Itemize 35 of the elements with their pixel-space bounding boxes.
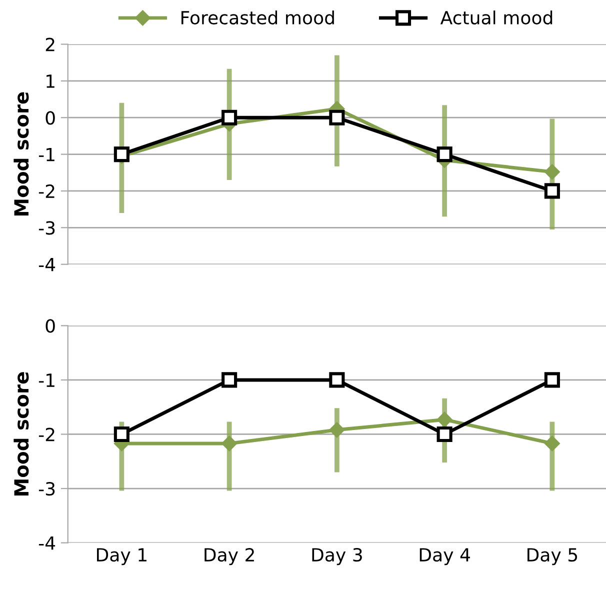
point bbox=[437, 412, 452, 428]
y-axis-title: Mood score bbox=[14, 92, 29, 216]
y-tick-label: -3 bbox=[38, 482, 55, 496]
legend-label: Actual mood bbox=[440, 10, 552, 24]
y-tick-label: 1 bbox=[46, 74, 54, 88]
y-tick-label: 0 bbox=[46, 111, 55, 125]
point bbox=[330, 422, 344, 438]
y-tick-label: -1 bbox=[38, 374, 54, 387]
x-tick-label: Day 5 bbox=[528, 548, 578, 566]
y-axis-title: Mood score bbox=[14, 372, 29, 496]
y-tick-label: -3 bbox=[38, 221, 55, 235]
point bbox=[544, 183, 560, 199]
point bbox=[544, 164, 560, 180]
x-tick-label: Day 1 bbox=[97, 548, 146, 566]
point bbox=[436, 146, 452, 162]
point bbox=[329, 110, 345, 126]
point bbox=[222, 110, 238, 126]
legend-label: Forecasted mood bbox=[181, 10, 334, 24]
y-tick-label: -4 bbox=[38, 536, 56, 550]
point bbox=[544, 436, 560, 451]
point bbox=[329, 372, 345, 388]
y-tick-label: -4 bbox=[38, 258, 56, 272]
x-tick-label: Day 2 bbox=[204, 548, 254, 566]
x-tick-label: Day 4 bbox=[420, 548, 470, 566]
y-tick-label: 2 bbox=[46, 38, 54, 52]
point bbox=[544, 372, 560, 388]
y-tick-label: 0 bbox=[46, 319, 55, 333]
point bbox=[222, 436, 237, 451]
y-tick-label: -1 bbox=[38, 148, 54, 162]
point bbox=[436, 426, 452, 442]
point bbox=[222, 372, 238, 388]
y-tick-label: -2 bbox=[38, 184, 54, 198]
y-tick-label: -2 bbox=[38, 428, 54, 442]
point bbox=[114, 426, 130, 442]
x-tick-label: Day 3 bbox=[312, 548, 362, 566]
